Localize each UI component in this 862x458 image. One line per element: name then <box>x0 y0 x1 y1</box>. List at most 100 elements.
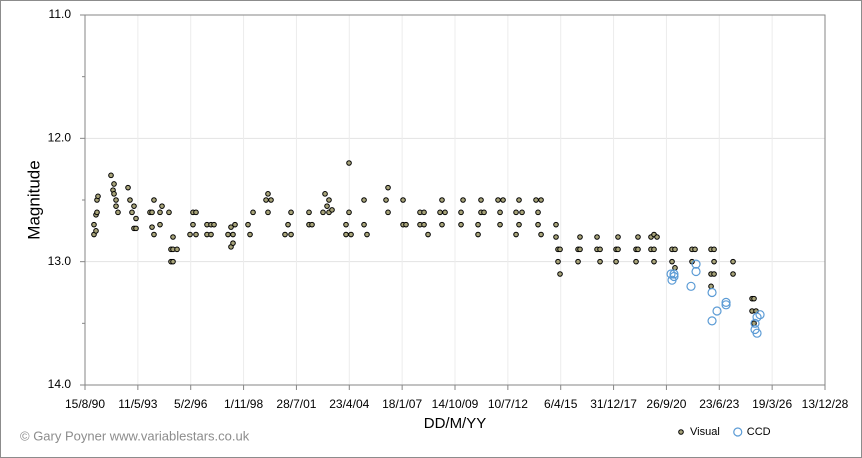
data-point <box>232 221 238 228</box>
data-point <box>421 209 427 216</box>
x-tick-label: 10/7/12 <box>488 397 528 411</box>
data-point <box>385 184 391 191</box>
x-tick-label: 6/4/15 <box>544 397 578 411</box>
data-point <box>187 231 193 238</box>
data-point <box>263 197 269 203</box>
data-point <box>442 209 448 216</box>
y-tick-label: 14.0 <box>48 377 72 391</box>
data-point <box>115 209 121 216</box>
data-point <box>250 209 256 216</box>
data-point <box>346 160 352 166</box>
data-point <box>268 197 274 203</box>
data-point <box>533 197 539 203</box>
data-point <box>288 209 294 216</box>
data-point <box>513 209 519 216</box>
data-point <box>437 209 443 216</box>
data-point <box>149 209 155 216</box>
data-point <box>383 197 389 203</box>
data-point <box>166 209 172 216</box>
data-point <box>721 297 731 307</box>
data-point <box>151 231 157 238</box>
data-point <box>230 231 236 238</box>
data-point <box>225 231 231 238</box>
data-point <box>651 246 657 253</box>
data-point <box>131 203 137 209</box>
plot-area <box>84 14 826 386</box>
data-point <box>597 246 603 253</box>
data-point <box>691 266 701 277</box>
data-point <box>538 231 544 238</box>
data-point <box>306 209 312 216</box>
data-point <box>211 221 217 228</box>
data-point <box>721 300 731 310</box>
data-point <box>711 271 717 277</box>
data-point <box>190 221 196 228</box>
data-point <box>633 258 639 265</box>
data-point <box>666 269 676 279</box>
x-tick-label: 14/10/09 <box>432 397 479 411</box>
x-tick-label: 23/4/04 <box>329 397 369 411</box>
data-point <box>635 246 641 253</box>
data-point <box>481 209 487 216</box>
data-point <box>553 234 559 240</box>
data-point <box>752 328 762 338</box>
data-point <box>288 231 294 238</box>
data-point <box>458 221 464 228</box>
data-point <box>615 234 621 240</box>
x-tick-label: 23/6/23 <box>699 397 739 411</box>
data-point <box>555 258 561 265</box>
data-point <box>111 181 117 187</box>
data-point <box>707 316 717 326</box>
data-point <box>157 221 163 228</box>
data-point <box>108 172 114 179</box>
data-point <box>170 234 176 240</box>
y-axis-title: Magnitude <box>24 160 43 239</box>
credit: © Gary Poyner www.variablestars.co.uk <box>20 428 250 443</box>
data-point <box>127 197 133 203</box>
data-point <box>458 209 464 216</box>
data-point <box>265 209 271 216</box>
data-point <box>425 231 431 238</box>
data-point <box>635 234 641 240</box>
data-point <box>94 209 100 216</box>
y-tick-label: 12.0 <box>48 131 72 145</box>
data-point <box>208 231 214 238</box>
data-point <box>691 259 701 269</box>
data-point <box>730 258 736 265</box>
data-point <box>113 203 119 209</box>
data-point <box>133 215 139 222</box>
legend-marker <box>733 427 743 437</box>
data-point <box>361 221 367 228</box>
data-point <box>129 209 135 216</box>
data-point <box>535 221 541 228</box>
data-point <box>159 203 165 209</box>
data-point <box>575 258 581 265</box>
data-point <box>478 197 484 203</box>
data-point <box>174 246 180 253</box>
y-tick-label: 11.0 <box>49 7 72 21</box>
x-tick-label: 18/1/07 <box>382 397 422 411</box>
data-point <box>247 231 253 238</box>
data-point <box>577 246 583 253</box>
data-point <box>343 231 349 238</box>
data-point <box>516 197 522 203</box>
data-point <box>750 318 760 328</box>
data-point <box>133 225 139 232</box>
data-point <box>755 310 765 320</box>
data-point <box>364 231 370 238</box>
data-point <box>361 197 367 203</box>
data-point <box>497 221 503 228</box>
data-point <box>615 246 621 253</box>
data-point <box>669 269 679 279</box>
data-point <box>91 221 97 228</box>
data-point <box>711 246 717 253</box>
data-point <box>346 209 352 216</box>
data-point <box>692 246 698 253</box>
data-point <box>95 193 101 200</box>
data-point <box>324 203 330 209</box>
data-point <box>475 221 481 228</box>
legend-label: Visual <box>690 426 720 438</box>
x-tick-label: 19/3/26 <box>752 397 792 411</box>
data-point <box>730 271 736 277</box>
